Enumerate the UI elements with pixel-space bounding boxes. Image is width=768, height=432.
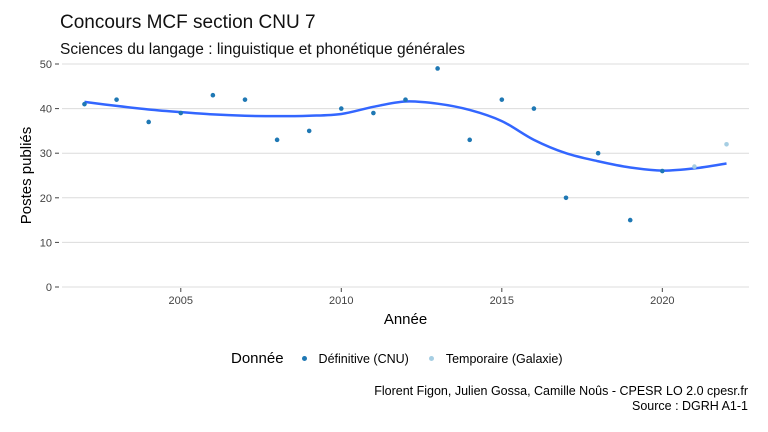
legend-dot-temporaire <box>428 356 434 361</box>
data-point-definitive <box>627 217 633 223</box>
data-point-definitive <box>274 137 280 143</box>
legend-dot-definitive <box>301 356 307 361</box>
caption-authors: Florent Figon, Julien Gossa, Camille Noû… <box>374 384 748 398</box>
legend-title: Donnée <box>231 350 284 367</box>
data-point-definitive <box>563 195 569 201</box>
x-tick-label: 2010 <box>329 295 353 307</box>
chart-title: Concours MCF section CNU 7 <box>60 12 316 33</box>
data-point-definitive <box>371 110 376 116</box>
x-tick-label: 2015 <box>490 295 514 307</box>
data-point-definitive <box>595 150 601 156</box>
data-point-definitive <box>467 137 473 143</box>
legend-item-temporaire: Temporaire (Galaxie) <box>423 352 563 366</box>
y-axis-title: Postes publiés <box>18 127 35 225</box>
chart-plot: 0 10 20 30 40 50 2005 2010 2015 2020 Année Postes p… <box>18 59 749 328</box>
data-point-definitive <box>660 168 665 174</box>
data-point-definitive <box>338 106 344 111</box>
y-tick-label: 30 <box>40 148 52 160</box>
legend: Donnée Définitive (CNU) Temporaire (Gala… <box>231 350 577 367</box>
data-point-definitive <box>435 66 440 71</box>
y-tick-label: 40 <box>40 104 52 116</box>
y-tick-label: 20 <box>40 193 52 205</box>
data-point-definitive <box>403 97 408 102</box>
legend-label-temporaire: Temporaire (Galaxie) <box>445 351 563 366</box>
y-tick-label: 50 <box>40 59 52 71</box>
legend-label-definitive: Définitive (CNU) <box>318 351 409 366</box>
data-point-definitive <box>306 128 312 134</box>
y-tick-label: 0 <box>46 282 52 294</box>
chart-subtitle: Sciences du langage : linguistique et ph… <box>60 41 466 58</box>
x-tick-label: 2020 <box>650 295 674 307</box>
data-point-definitive <box>242 97 248 102</box>
data-point-definitive <box>499 97 505 102</box>
data-point-definitive <box>114 97 119 102</box>
data-point-definitive <box>531 106 537 111</box>
data-point-definitive <box>82 101 87 107</box>
y-tick-label: 10 <box>40 237 52 249</box>
x-tick-label: 2005 <box>169 295 193 307</box>
x-axis-title: Année <box>384 311 427 328</box>
data-point-temporaire <box>724 141 729 147</box>
caption-source: Source : DGRH A1-1 <box>631 399 748 413</box>
data-point-definitive <box>146 119 151 125</box>
data-point-temporaire <box>692 164 697 169</box>
data-point-definitive <box>210 92 216 98</box>
caption: Florent Figon, Julien Gossa, Camille Noû… <box>374 384 748 414</box>
data-point-definitive <box>178 110 184 116</box>
legend-item-definitive: Définitive (CNU) <box>296 352 409 366</box>
